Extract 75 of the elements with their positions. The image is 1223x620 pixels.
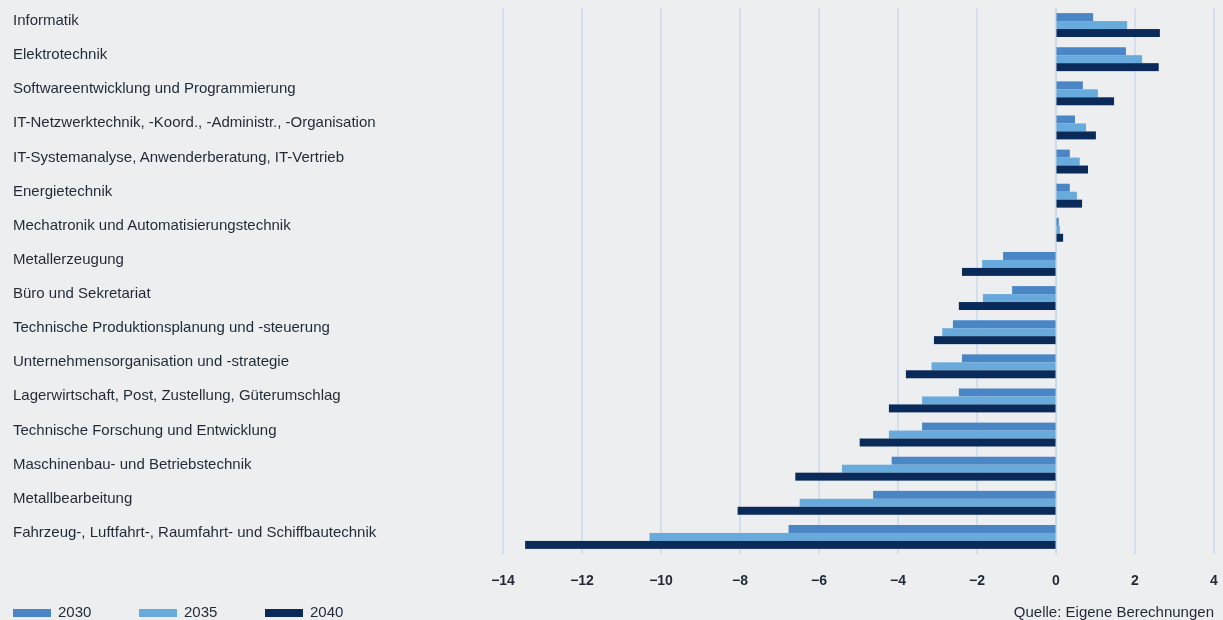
bar — [788, 524, 1056, 533]
x-tick-label: 4 — [1210, 572, 1219, 588]
bar — [1056, 89, 1098, 98]
bar — [859, 438, 1056, 447]
bar — [1056, 21, 1128, 30]
bar — [1056, 191, 1077, 200]
bar — [1056, 63, 1159, 72]
bar — [982, 294, 1056, 303]
bar — [982, 259, 1056, 268]
bar — [795, 472, 1056, 481]
x-tick-label: −12 — [570, 572, 595, 588]
bar — [649, 532, 1056, 541]
y-tick-label: Informatik — [13, 11, 80, 29]
bar — [1056, 81, 1083, 90]
y-tick-label: Maschinenbau- und Betriebstechnik — [13, 454, 252, 472]
y-tick-label: Softwareentwicklung und Programmierung — [13, 79, 296, 97]
y-tick-label: Mechatronik und Automatisierungstechnik — [13, 215, 292, 233]
bar — [737, 506, 1056, 515]
bar — [961, 267, 1056, 276]
bar — [931, 362, 1056, 371]
bar — [1056, 157, 1080, 166]
y-tick-label: Technische Produktionsplanung und -steuerung — [13, 318, 330, 336]
bar — [922, 396, 1056, 405]
bar — [1056, 131, 1096, 140]
bar — [1056, 183, 1070, 192]
bar — [1056, 165, 1088, 174]
bar — [1012, 286, 1056, 295]
bar — [1056, 115, 1075, 124]
bar — [1056, 97, 1115, 106]
bar — [942, 328, 1056, 337]
bar — [958, 302, 1056, 311]
bar — [1056, 55, 1143, 64]
bar — [922, 422, 1056, 431]
bar — [1003, 251, 1056, 260]
x-tick-label: −10 — [649, 572, 674, 588]
y-tick-label: IT-Systemanalyse, Anwenderberatung, IT-Vertrieb — [13, 147, 345, 165]
source-note: Quelle: Eigene Berechnungen — [1013, 602, 1214, 620]
legend-label: 2035 — [184, 602, 218, 620]
bar — [873, 490, 1056, 499]
bar — [891, 456, 1056, 465]
x-tick-label: −6 — [811, 572, 828, 588]
y-tick-label: IT-Netzwerktechnik, -Koord., -Administr., -Organisation — [13, 113, 376, 131]
bar — [1056, 123, 1087, 132]
bar — [952, 320, 1056, 329]
x-tick-label: −8 — [732, 572, 749, 588]
bar — [961, 354, 1056, 363]
bar — [888, 404, 1056, 413]
bar — [1056, 47, 1126, 56]
bar — [933, 336, 1056, 345]
bar — [1056, 149, 1070, 158]
bar — [1056, 199, 1083, 208]
y-tick-label: Energietechnik — [13, 181, 113, 199]
x-tick-label: 0 — [1052, 572, 1061, 588]
bar — [1056, 29, 1160, 38]
y-tick-label: Unternehmensorganisation und -strategie — [13, 352, 289, 370]
bar — [905, 370, 1056, 379]
y-tick-label: Metallerzeugung — [13, 249, 124, 267]
legend-label: 2030 — [58, 602, 92, 620]
y-tick-label: Technische Forschung und Entwicklung — [13, 420, 277, 438]
x-tick-label: −4 — [890, 572, 907, 588]
bar — [888, 430, 1056, 439]
x-tick-label: −2 — [969, 572, 986, 588]
legend-label: 2040 — [310, 602, 344, 620]
x-tick-label: −14 — [491, 572, 516, 588]
y-tick-label: Elektrotechnik — [13, 45, 108, 63]
x-tick-label: 2 — [1131, 572, 1140, 588]
bar — [841, 464, 1056, 473]
y-tick-label: Fahrzeug-, Luftfahrt-, Raumfahrt- und Schiffbautechnik — [13, 522, 377, 540]
bar — [1056, 13, 1094, 22]
y-tick-label: Metallbearbeitung — [13, 488, 133, 506]
y-tick-label: Lagerwirtschaft, Post, Zustellung, Güterumschlag — [13, 386, 341, 404]
y-tick-label: Büro und Sekretariat — [13, 284, 152, 302]
bar — [525, 540, 1056, 549]
bar — [958, 388, 1056, 397]
bar — [799, 498, 1056, 507]
